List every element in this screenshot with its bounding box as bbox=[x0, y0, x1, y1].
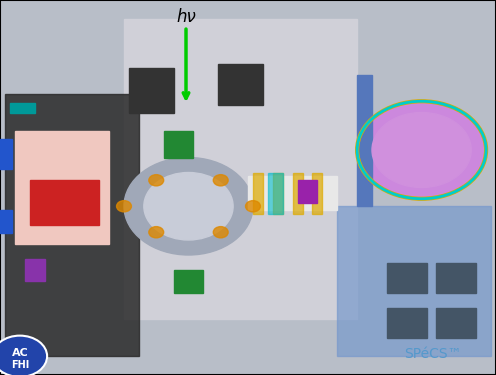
Bar bbox=[129, 68, 174, 112]
Text: FHI: FHI bbox=[11, 360, 29, 369]
Bar bbox=[0, 139, 12, 169]
Circle shape bbox=[149, 175, 164, 186]
Bar bbox=[248, 176, 337, 210]
Circle shape bbox=[149, 226, 164, 238]
Polygon shape bbox=[5, 94, 139, 356]
Bar bbox=[268, 172, 283, 214]
Bar bbox=[436, 262, 476, 292]
Bar bbox=[25, 259, 45, 281]
Circle shape bbox=[372, 112, 471, 188]
Circle shape bbox=[144, 172, 233, 240]
Bar bbox=[293, 172, 303, 214]
Bar bbox=[357, 75, 372, 206]
Bar bbox=[298, 180, 317, 203]
Bar bbox=[174, 270, 203, 292]
Circle shape bbox=[246, 201, 260, 212]
Bar bbox=[387, 308, 427, 338]
Polygon shape bbox=[124, 19, 357, 319]
Text: SPéCS™: SPéCS™ bbox=[404, 347, 461, 362]
Polygon shape bbox=[337, 206, 491, 356]
Text: hν: hν bbox=[176, 8, 196, 26]
Bar bbox=[30, 180, 99, 225]
Bar bbox=[387, 262, 427, 292]
Bar bbox=[218, 64, 263, 105]
Bar bbox=[10, 103, 35, 112]
Bar bbox=[164, 131, 193, 158]
Bar bbox=[436, 308, 476, 338]
Circle shape bbox=[213, 175, 228, 186]
Bar bbox=[312, 172, 322, 214]
Bar bbox=[0, 210, 12, 232]
Circle shape bbox=[0, 336, 47, 375]
Polygon shape bbox=[15, 131, 109, 244]
Circle shape bbox=[117, 201, 131, 212]
Circle shape bbox=[357, 101, 486, 199]
Circle shape bbox=[213, 226, 228, 238]
Bar bbox=[253, 172, 263, 214]
Bar bbox=[273, 172, 283, 214]
Circle shape bbox=[124, 158, 253, 255]
Text: AC: AC bbox=[11, 348, 28, 358]
